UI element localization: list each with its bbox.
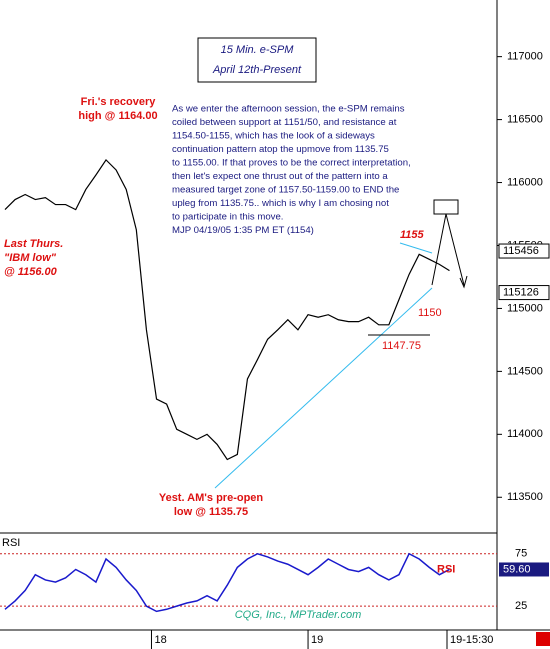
annotation: continuation pattern atop the upmove fro… <box>172 144 389 155</box>
y-tick-label: 115000 <box>507 302 543 314</box>
y-tick-label: 116500 <box>507 114 543 126</box>
level-label: 1147.75 <box>382 340 421 352</box>
title: 15 Min. e-SPM <box>221 44 295 56</box>
annotation: Yest. AM's pre-open <box>159 492 264 504</box>
y-tick-label: 114000 <box>507 428 543 440</box>
title-box <box>197 37 317 83</box>
footer: CQG, Inc., MPTrader.com <box>235 609 362 621</box>
level-label: 1150 <box>418 307 442 319</box>
panel-title: RSI <box>2 537 20 549</box>
y-tick-label: 25 <box>515 600 527 612</box>
y-tick-label: 117000 <box>507 51 543 63</box>
annotation: Fri.'s recovery <box>81 96 157 108</box>
price-label: 115126 <box>503 286 539 298</box>
rsi-value-box <box>499 562 549 577</box>
annotation: coiled between support at 1151/50, and r… <box>172 117 397 128</box>
annotation: high @ 1164.00 <box>78 110 157 122</box>
annotation: to 1155.00. If that proves to be the cor… <box>172 158 411 169</box>
projection-arrow <box>431 213 465 286</box>
x-end-label: 19-15:30 <box>450 634 493 646</box>
rsi-legend: RSI <box>437 563 455 575</box>
corner-icon <box>536 632 550 646</box>
price-label: 115456 <box>503 245 539 257</box>
annotation: MJP 04/19/05 1:35 PM ET (1154) <box>172 225 314 236</box>
annotation: measured target zone of 1157.50-1159.00 … <box>172 185 399 196</box>
annotation: Last Thurs. <box>4 238 63 250</box>
y-tick-label: 113500 <box>507 491 543 503</box>
annotation: 1154.50-1155, which has the look of a si… <box>172 131 375 142</box>
annotation: As we enter the afternoon session, the e… <box>172 104 405 115</box>
price-label-box <box>498 285 550 301</box>
annotation: low @ 1135.75 <box>174 506 248 518</box>
level-label: 1155 <box>400 229 425 241</box>
trendline <box>214 287 433 489</box>
subtitle: April 12th-Present <box>212 64 302 76</box>
price-label-box <box>498 243 550 259</box>
arrow-head <box>459 275 468 289</box>
annotation: @ 1156.00 <box>4 266 58 278</box>
y-tick-label: 114500 <box>507 365 543 377</box>
annotation: then let's expect one thrust out of the … <box>172 171 388 182</box>
y-tick-label: 116000 <box>507 176 543 188</box>
annotation: upleg from 1135.75.. which is why I am c… <box>172 198 389 209</box>
x-tick-label: 19 <box>311 634 323 646</box>
target-box <box>433 199 459 215</box>
annotation: "IBM low" <box>4 252 57 264</box>
y-tick-label: 75 <box>515 548 527 560</box>
annotation: to participate in this move. <box>172 212 283 223</box>
rsi-value: 59.60 <box>503 563 531 575</box>
trendline <box>399 242 433 254</box>
series-line <box>4 552 450 613</box>
x-tick-label: 18 <box>154 634 166 646</box>
series-line <box>4 158 450 461</box>
